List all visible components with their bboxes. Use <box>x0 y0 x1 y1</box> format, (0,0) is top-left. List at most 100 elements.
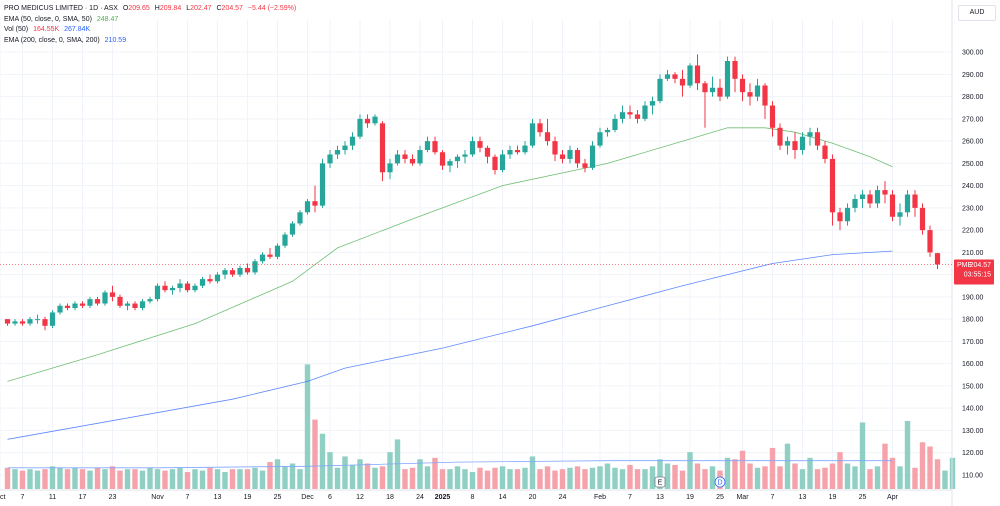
candle-body <box>237 267 243 275</box>
currency-button[interactable]: AUD <box>958 5 996 21</box>
volume-bar <box>274 459 281 489</box>
candle-body <box>259 254 266 262</box>
volume-bar <box>469 472 476 489</box>
volume-bar <box>882 443 888 489</box>
legend-ema50[interactable]: EMA (50, close, 0, SMA, 50) 248.47 <box>4 15 299 26</box>
candle-body <box>649 101 656 106</box>
close-value: C204.57 <box>216 5 242 12</box>
dividend-marker[interactable]: D <box>714 476 726 488</box>
volume-bar <box>709 466 716 489</box>
candle-body <box>717 87 723 97</box>
candle-body <box>424 141 431 151</box>
symbol-title[interactable]: PRO MEDICUS LIMITED · 1D · ASX <box>4 5 118 12</box>
candle-body <box>634 114 641 119</box>
volume-bar <box>259 470 266 489</box>
candle-body <box>597 132 603 146</box>
volume-bar <box>297 469 303 489</box>
volume-bar <box>132 469 138 489</box>
candle-body <box>522 145 528 153</box>
volume-bar <box>657 459 663 489</box>
volume-bar <box>859 422 866 489</box>
candle-body <box>739 78 746 93</box>
candle-body <box>874 190 881 204</box>
candle-body <box>724 61 731 97</box>
x-tick-label: 13 <box>214 494 222 501</box>
candle-body <box>837 212 843 222</box>
candle-body <box>49 312 56 326</box>
candle-body <box>927 230 933 253</box>
moving-averages <box>7 127 893 469</box>
candle-body <box>447 161 453 166</box>
volume-bar <box>552 470 558 489</box>
candle-body <box>162 285 168 291</box>
open-number: 209.65 <box>128 5 150 12</box>
x-tick-label: 14 <box>499 494 507 501</box>
candle-body <box>334 150 341 155</box>
legend-volume[interactable]: Vol (50) 164.55K 267.84K <box>4 25 299 36</box>
candle-body <box>57 305 63 313</box>
volume-bar <box>649 466 656 489</box>
volume-bar <box>199 470 206 489</box>
y-tick-label: 130.00 <box>962 428 984 435</box>
candle-body <box>184 283 191 291</box>
x-tick-label: Oct <box>0 494 5 501</box>
volume-bar <box>934 459 941 489</box>
volume-bar <box>424 466 431 489</box>
volume-bar <box>904 421 911 489</box>
volume-bar <box>349 464 356 489</box>
x-tick-label: 6 <box>328 494 332 501</box>
change-value: −5.44 (−2.59%) <box>247 5 297 12</box>
candle-body <box>267 254 273 257</box>
x-tick-label: 17 <box>79 494 87 501</box>
volume-bar <box>597 466 603 489</box>
x-tick-label: 13 <box>799 494 807 501</box>
candle-body <box>627 112 633 115</box>
candle-body <box>747 92 753 97</box>
y-tick-label: 170.00 <box>962 339 984 346</box>
candle-body <box>132 303 138 308</box>
candle-body <box>439 152 446 166</box>
volume-bar <box>574 466 581 489</box>
candle-body <box>867 194 873 204</box>
candle-body <box>462 154 468 157</box>
price-tag-symbol: PME <box>957 262 973 269</box>
volume-bar <box>214 469 221 489</box>
ema50-label: EMA (50, close, 0, SMA, 50) <box>4 15 92 23</box>
volume-bar <box>604 463 611 489</box>
volume-bar <box>942 470 948 489</box>
legend-ema200[interactable]: EMA (200, close, 0, SMA, 200) 210.59 <box>4 36 299 47</box>
candle-body <box>124 303 131 306</box>
candle-body <box>777 127 783 146</box>
candle-body <box>514 150 521 153</box>
x-tick-label: Mar <box>736 494 749 501</box>
volume-bar <box>732 459 738 489</box>
candle-body <box>934 253 941 265</box>
earnings-marker[interactable]: E <box>654 476 666 488</box>
volume-bar <box>769 447 776 489</box>
candle-body <box>732 61 738 79</box>
volume-bar <box>244 469 251 489</box>
volume-bar <box>154 469 161 489</box>
candle-body <box>619 112 626 119</box>
candle-body <box>79 303 86 306</box>
volume-bar <box>852 466 858 489</box>
volume-bar <box>42 469 48 489</box>
x-tick-label: 20 <box>529 494 537 501</box>
volume-bar <box>724 457 731 489</box>
candle-body <box>559 154 566 159</box>
volume-bar <box>507 469 513 489</box>
volume-ma-line <box>7 460 893 469</box>
x-tick-label: 24 <box>416 494 424 501</box>
candle-body <box>882 190 888 195</box>
candle-body <box>657 78 663 102</box>
candle-body <box>229 270 236 275</box>
volume-value: 164.55K <box>33 26 60 33</box>
candle-body <box>64 305 71 308</box>
volume-bar <box>439 469 446 489</box>
candle-body <box>822 145 828 159</box>
volume-bar <box>447 469 453 489</box>
volume-bar <box>409 467 416 489</box>
